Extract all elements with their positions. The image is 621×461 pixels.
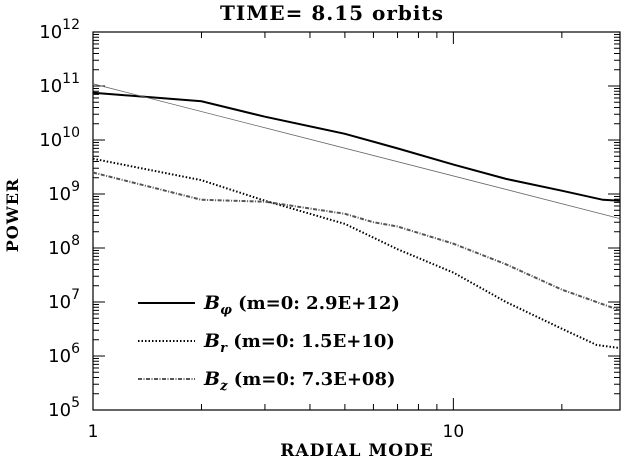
reference-slope-line (92, 83, 621, 219)
x-tick-label: 10 (443, 422, 465, 442)
series-lines (92, 83, 621, 350)
series-b-phi-line (92, 91, 621, 202)
legend-entry-b-phi: Bφ (m=0: 2.9E+12) (138, 292, 400, 318)
y-tick-label: 108 (48, 233, 80, 259)
y-tick-label: 105 (48, 395, 80, 421)
axis-ticks (92, 31, 620, 411)
legend: Bφ (m=0: 2.9E+12) Br (m=0: 1.5E+10) Bz (m=… (138, 292, 400, 394)
y-tick-labels: 105 106 107 108 109 1010 1011 1012 (39, 17, 80, 421)
legend-entry-b-z: Bz (m=0: 7.3E+08) (138, 368, 395, 394)
y-tick-label: 107 (48, 287, 80, 313)
chart-title: TIME= 8.15 orbits (220, 1, 444, 25)
legend-entry-b-r: Br (m=0: 1.5E+10) (138, 330, 395, 356)
y-tick-label: 109 (48, 179, 80, 205)
plot-frame (92, 31, 621, 411)
y-tick-label: 1012 (39, 17, 80, 43)
x-tick-label: 1 (88, 422, 99, 442)
series-b-z-line (92, 171, 621, 312)
y-tick-label: 106 (48, 341, 80, 367)
legend-label: Br (m=0: 1.5E+10) (203, 330, 395, 356)
series-b-r-line (92, 157, 621, 350)
x-tick-labels: 1 10 (88, 422, 465, 442)
y-axis-label: POWER (3, 178, 22, 252)
y-tick-label: 1011 (39, 71, 80, 97)
y-tick-label: 1010 (39, 125, 80, 151)
legend-label: Bz (m=0: 7.3E+08) (203, 368, 395, 394)
x-axis-label: RADIAL MODE (280, 441, 433, 461)
legend-label: Bφ (m=0: 2.9E+12) (203, 292, 400, 318)
